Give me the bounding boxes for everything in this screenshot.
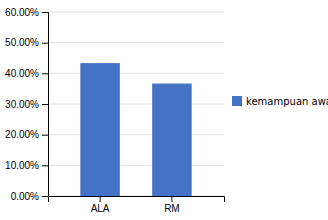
- y-tick-label: 10.00%: [5, 160, 39, 171]
- bar: [152, 84, 192, 196]
- legend-item: kemampuan awal: [232, 96, 328, 107]
- y-tick-mark: [42, 165, 48, 166]
- bars: [80, 63, 191, 196]
- bar: [80, 63, 120, 196]
- grid-line: [48, 12, 224, 13]
- y-tick-label: 0.00%: [11, 191, 39, 202]
- grid-line: [48, 134, 224, 135]
- y-tick-label: 20.00%: [5, 129, 39, 140]
- y-tick-mark: [42, 73, 48, 74]
- x-tick: ALA: [91, 196, 110, 214]
- x-axis: ALA RM: [49, 196, 225, 214]
- legend: kemampuan awal: [232, 96, 328, 107]
- y-tick-label: 40.00%: [5, 68, 39, 79]
- legend-label: kemampuan awal: [246, 96, 328, 107]
- y-axis-line: [42, 13, 49, 197]
- y-tick-label: 50.00%: [5, 37, 39, 48]
- y-tick: 40.00%: [5, 68, 48, 79]
- grid-line: [48, 73, 224, 74]
- grid-line: [48, 104, 224, 105]
- x-tick-mark: [171, 196, 172, 202]
- grid-line: [48, 42, 224, 43]
- y-tick: 20.00%: [5, 129, 48, 140]
- x-axis-line: [49, 197, 225, 203]
- y-tick-mark: [42, 43, 48, 44]
- x-tick-label: RM: [164, 203, 180, 214]
- y-tick: 50.00%: [5, 37, 48, 48]
- y-tick-mark: [42, 12, 48, 13]
- x-tick: RM: [164, 196, 180, 214]
- legend-swatch: [232, 96, 242, 106]
- y-tick: 10.00%: [5, 160, 48, 171]
- y-axis: 0.00% 10.00% 20.00% 30.00% 40.00% 50.00% 60.00…: [5, 7, 48, 202]
- chart: 0.00% 10.00% 20.00% 30.00% 40.00% 50.00% 60.00…: [0, 0, 328, 220]
- y-tick-label: 30.00%: [5, 99, 39, 110]
- y-tick-mark: [42, 104, 48, 105]
- x-tick-label: ALA: [91, 203, 110, 214]
- grid-line: [48, 165, 224, 166]
- y-tick-mark: [42, 135, 48, 136]
- y-tick-mark: [42, 196, 48, 197]
- y-tick-label: 60.00%: [5, 7, 39, 18]
- grid: [48, 12, 224, 196]
- y-tick: 0.00%: [11, 191, 48, 202]
- y-tick: 60.00%: [5, 7, 48, 18]
- plot: 0.00% 10.00% 20.00% 30.00% 40.00% 50.00% 60.00…: [5, 7, 224, 214]
- y-tick: 30.00%: [5, 99, 48, 110]
- x-tick-mark: [100, 196, 101, 202]
